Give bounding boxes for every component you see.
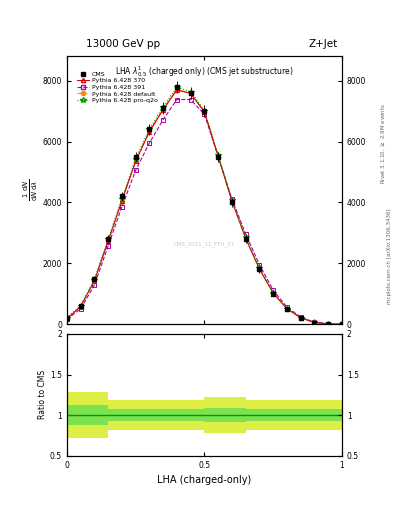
Text: mcplots.cern.ch [arXiv:1306.3436]: mcplots.cern.ch [arXiv:1306.3436] bbox=[387, 208, 391, 304]
Pythia 6.428 391 bbox=[243, 231, 248, 237]
Line: Pythia 6.428 pro-q2o: Pythia 6.428 pro-q2o bbox=[64, 84, 345, 327]
Text: Z+Jet: Z+Jet bbox=[309, 38, 338, 49]
Pythia 6.428 391 bbox=[147, 140, 152, 146]
Pythia 6.428 pro-q2o bbox=[243, 234, 248, 241]
Pythia 6.428 391 bbox=[202, 111, 207, 117]
Pythia 6.428 391 bbox=[92, 282, 97, 288]
Pythia 6.428 default bbox=[340, 321, 344, 327]
Y-axis label: Ratio to CMS: Ratio to CMS bbox=[38, 370, 47, 419]
Pythia 6.428 default bbox=[188, 91, 193, 97]
Pythia 6.428 default bbox=[147, 129, 152, 135]
Pythia 6.428 391 bbox=[78, 306, 83, 312]
Pythia 6.428 391 bbox=[312, 319, 317, 325]
Pythia 6.428 370 bbox=[312, 319, 317, 326]
Pythia 6.428 default bbox=[326, 321, 331, 327]
Pythia 6.428 370 bbox=[161, 106, 165, 113]
Pythia 6.428 pro-q2o bbox=[326, 321, 331, 327]
Pythia 6.428 391 bbox=[188, 96, 193, 102]
Pythia 6.428 391 bbox=[326, 321, 331, 327]
Pythia 6.428 default bbox=[216, 153, 220, 159]
Pythia 6.428 pro-q2o bbox=[257, 265, 262, 271]
Legend: CMS, Pythia 6.428 370, Pythia 6.428 391, Pythia 6.428 default, Pythia 6.428 pro-: CMS, Pythia 6.428 370, Pythia 6.428 391,… bbox=[75, 70, 159, 104]
Pythia 6.428 370 bbox=[147, 129, 152, 135]
Pythia 6.428 391 bbox=[230, 196, 234, 202]
Pythia 6.428 default bbox=[312, 319, 317, 326]
Text: CMS_2021_11_FTH_07: CMS_2021_11_FTH_07 bbox=[174, 241, 235, 247]
Pythia 6.428 391 bbox=[119, 204, 124, 210]
Pythia 6.428 default bbox=[271, 290, 275, 296]
Pythia 6.428 370 bbox=[216, 153, 220, 159]
Pythia 6.428 391 bbox=[257, 262, 262, 268]
Line: Pythia 6.428 default: Pythia 6.428 default bbox=[65, 88, 343, 326]
Pythia 6.428 pro-q2o bbox=[216, 152, 220, 158]
Pythia 6.428 pro-q2o bbox=[202, 108, 207, 114]
Pythia 6.428 370 bbox=[64, 315, 69, 322]
Pythia 6.428 370 bbox=[271, 290, 275, 296]
Line: Pythia 6.428 391: Pythia 6.428 391 bbox=[65, 97, 344, 326]
Pythia 6.428 370 bbox=[106, 238, 110, 244]
Pythia 6.428 pro-q2o bbox=[119, 196, 124, 202]
Pythia 6.428 370 bbox=[243, 236, 248, 242]
Pythia 6.428 default bbox=[257, 266, 262, 272]
Pythia 6.428 pro-q2o bbox=[174, 84, 179, 91]
Pythia 6.428 pro-q2o bbox=[92, 276, 97, 283]
Text: LHA $\lambda^{1}_{0.5}$ (charged only) (CMS jet substructure): LHA $\lambda^{1}_{0.5}$ (charged only) (… bbox=[115, 65, 294, 79]
Pythia 6.428 391 bbox=[285, 304, 289, 310]
Pythia 6.428 default bbox=[119, 198, 124, 204]
Pythia 6.428 370 bbox=[230, 198, 234, 204]
Pythia 6.428 default bbox=[133, 158, 138, 164]
Pythia 6.428 default bbox=[174, 87, 179, 93]
Pythia 6.428 default bbox=[285, 306, 289, 312]
Pythia 6.428 pro-q2o bbox=[106, 236, 110, 242]
Pythia 6.428 370 bbox=[298, 315, 303, 321]
Pythia 6.428 pro-q2o bbox=[133, 156, 138, 162]
Pythia 6.428 default bbox=[78, 304, 83, 310]
Pythia 6.428 391 bbox=[64, 316, 69, 323]
Pythia 6.428 pro-q2o bbox=[78, 303, 83, 309]
Pythia 6.428 370 bbox=[78, 304, 83, 310]
Line: Pythia 6.428 370: Pythia 6.428 370 bbox=[65, 88, 344, 326]
Pythia 6.428 pro-q2o bbox=[271, 290, 275, 296]
Pythia 6.428 370 bbox=[119, 198, 124, 204]
Pythia 6.428 391 bbox=[216, 153, 220, 159]
Pythia 6.428 default bbox=[161, 106, 165, 113]
Pythia 6.428 default bbox=[64, 315, 69, 322]
Pythia 6.428 default bbox=[298, 315, 303, 321]
Pythia 6.428 391 bbox=[133, 167, 138, 174]
Text: 13000 GeV pp: 13000 GeV pp bbox=[86, 38, 161, 49]
Pythia 6.428 370 bbox=[174, 87, 179, 93]
X-axis label: LHA (charged-only): LHA (charged-only) bbox=[157, 475, 252, 485]
Pythia 6.428 370 bbox=[340, 321, 344, 327]
Pythia 6.428 370 bbox=[92, 278, 97, 284]
Pythia 6.428 pro-q2o bbox=[161, 104, 165, 110]
Pythia 6.428 default bbox=[230, 198, 234, 204]
Pythia 6.428 370 bbox=[188, 91, 193, 97]
Pythia 6.428 pro-q2o bbox=[147, 126, 152, 133]
Pythia 6.428 370 bbox=[202, 109, 207, 115]
Pythia 6.428 391 bbox=[106, 243, 110, 249]
Pythia 6.428 370 bbox=[326, 321, 331, 327]
Pythia 6.428 391 bbox=[161, 117, 165, 123]
Pythia 6.428 391 bbox=[298, 314, 303, 320]
Pythia 6.428 pro-q2o bbox=[188, 89, 193, 95]
Pythia 6.428 pro-q2o bbox=[230, 197, 234, 203]
Pythia 6.428 370 bbox=[285, 306, 289, 312]
Pythia 6.428 391 bbox=[340, 321, 344, 327]
Pythia 6.428 default bbox=[243, 236, 248, 242]
Pythia 6.428 370 bbox=[257, 266, 262, 272]
Pythia 6.428 pro-q2o bbox=[64, 315, 69, 321]
Pythia 6.428 default bbox=[106, 238, 110, 244]
Pythia 6.428 391 bbox=[174, 96, 179, 102]
Pythia 6.428 pro-q2o bbox=[312, 319, 317, 326]
Pythia 6.428 370 bbox=[133, 158, 138, 164]
Pythia 6.428 default bbox=[202, 109, 207, 115]
Pythia 6.428 default bbox=[92, 278, 97, 284]
Pythia 6.428 pro-q2o bbox=[298, 315, 303, 321]
Text: Rivet 3.1.10, $\geq$ 2.9M events: Rivet 3.1.10, $\geq$ 2.9M events bbox=[379, 103, 387, 184]
Pythia 6.428 pro-q2o bbox=[340, 321, 344, 327]
Pythia 6.428 391 bbox=[271, 287, 275, 293]
Pythia 6.428 pro-q2o bbox=[285, 306, 289, 312]
Y-axis label: $\frac{1}{\mathrm{d}N}\frac{\mathrm{d}N}{\mathrm{d}\lambda}$: $\frac{1}{\mathrm{d}N}\frac{\mathrm{d}N}… bbox=[22, 179, 40, 201]
